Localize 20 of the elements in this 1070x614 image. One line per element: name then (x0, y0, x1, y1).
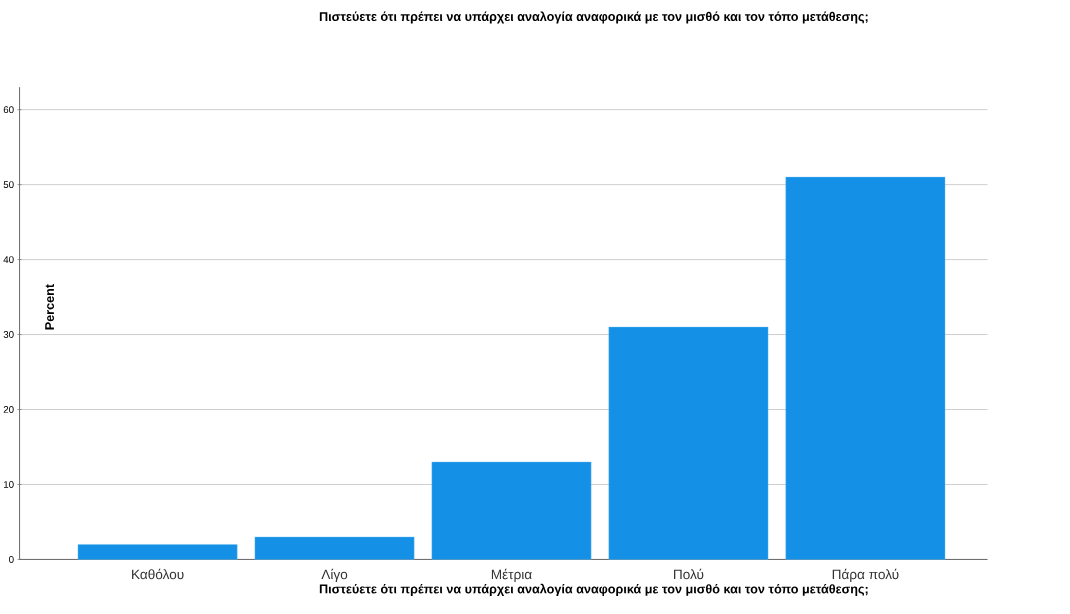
chart-title: Πιστεύετε ότι πρέπει να υπάρχει αναλογία αναφορικά με τον μισθό και τον τόπο μετάθεσης; (319, 11, 868, 24)
y-tick-label: 30 (3, 331, 14, 338)
x-tick-label: Λίγο (321, 568, 348, 582)
y-tick-label: 60 (3, 106, 14, 113)
x-tick-label: Μέτρια (491, 568, 532, 582)
y-tick-label: 10 (4, 480, 14, 488)
y-tick-label: 20 (3, 406, 14, 413)
bar (254, 536, 415, 560)
x-axis-title: Πιστεύετε ότι πρέπει να υπάρχει αναλογία αναφορικά με τον μισθό και τον τόπο μετάθεσης; (319, 583, 868, 596)
x-tick-label: Καθόλου (132, 568, 184, 580)
bar (785, 176, 946, 560)
y-tick-label: 0 (9, 555, 14, 563)
y-tick-label: 40 (3, 256, 14, 263)
bar (608, 326, 769, 560)
x-tick-label: Πάρα πολύ (832, 568, 899, 582)
y-tick-label: 50 (3, 181, 14, 188)
bar (77, 544, 238, 560)
y-axis-title: Percent (45, 283, 55, 330)
x-tick-label: Πολύ (674, 568, 704, 580)
bar (431, 461, 592, 560)
